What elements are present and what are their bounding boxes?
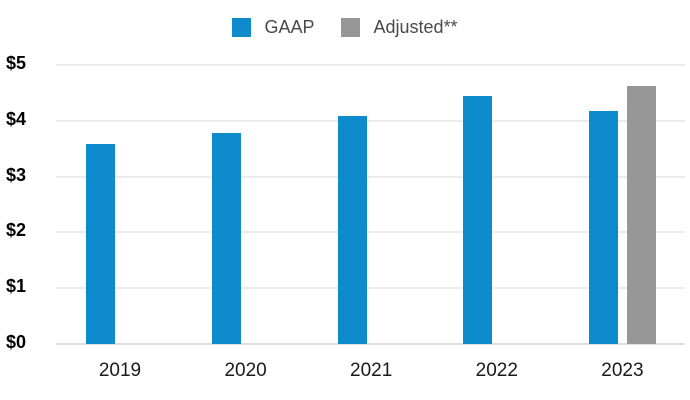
gridline-2 <box>56 231 685 234</box>
bar-gaap-2019 <box>86 144 116 344</box>
legend-swatch-adjusted <box>341 18 361 37</box>
axis-baseline <box>56 343 685 345</box>
legend-label-gaap: GAAP <box>264 17 315 37</box>
y-tick-label-3: $3 <box>6 164 27 185</box>
x-tick-label-2023: 2023 <box>601 360 644 381</box>
bar-gaap-2020 <box>211 132 241 344</box>
bar-gaap-2021 <box>337 116 367 344</box>
y-tick-label-4: $4 <box>6 108 27 129</box>
y-tick-label-0: $0 <box>6 332 27 352</box>
bar-gaap-2022 <box>463 95 493 344</box>
y-tick-label-1: $1 <box>6 276 27 297</box>
x-tick-label-2020: 2020 <box>224 360 267 381</box>
gridline-1 <box>56 287 685 290</box>
x-tick-label-2019: 2019 <box>98 360 142 381</box>
legend-label-adjusted: Adjusted** <box>373 17 458 37</box>
bar-gaap-2023 <box>588 110 618 344</box>
legend-swatch-gaap <box>232 18 252 37</box>
y-tick-label-2: $2 <box>6 220 27 241</box>
gridline-3 <box>56 175 685 178</box>
bar-adjusted-2023 <box>627 86 657 344</box>
x-tick-label-2021: 2021 <box>350 360 393 381</box>
legend: GAAP Adjusted** <box>0 17 690 38</box>
y-tick-label-5: $5 <box>6 53 27 73</box>
x-tick-label-2022: 2022 <box>475 360 518 381</box>
gridline-4 <box>56 119 685 122</box>
gridline-5 <box>56 64 685 66</box>
legend-item-adjusted: Adjusted** <box>341 17 458 38</box>
legend-item-gaap: GAAP <box>232 17 314 38</box>
